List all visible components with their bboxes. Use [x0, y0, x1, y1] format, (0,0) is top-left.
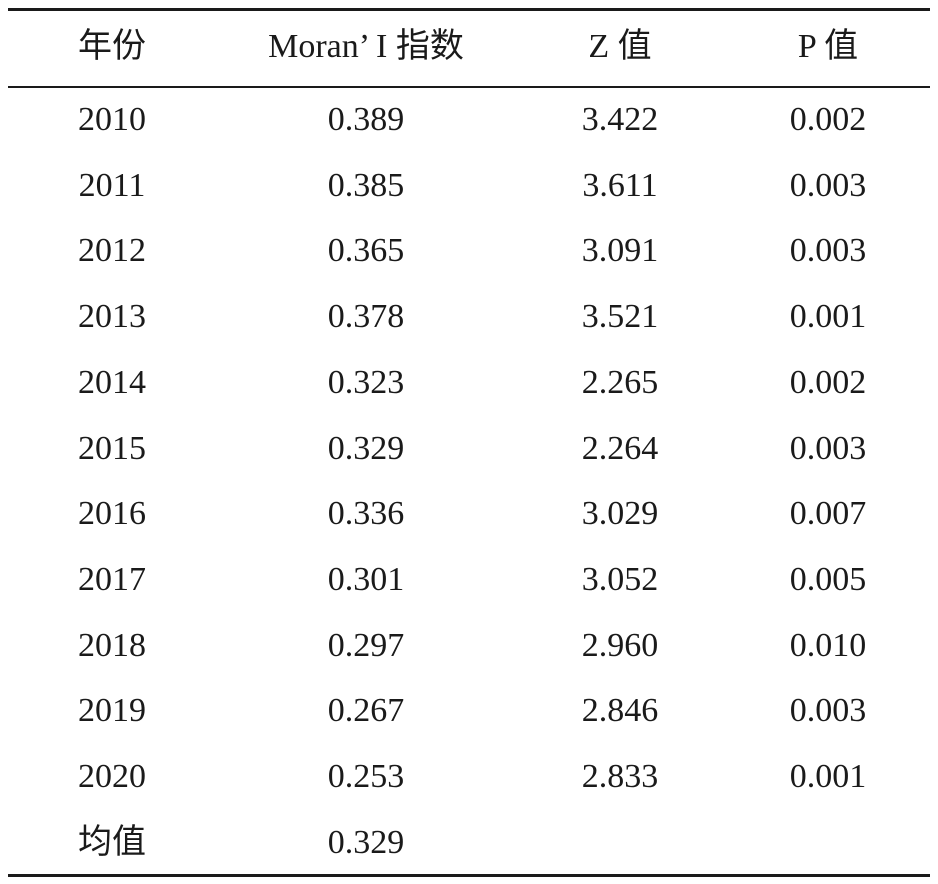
table-cell: 2010	[78, 101, 146, 138]
table-cell: 2013	[78, 298, 146, 336]
header-cell: Moran’ I 指数	[268, 28, 464, 65]
table-cell: 0.329	[327, 429, 405, 467]
table-cell: 0.002	[789, 101, 867, 138]
table-cell: 2.846	[581, 692, 659, 730]
table-cell: 2016	[78, 495, 146, 533]
table-cell: 0.007	[789, 495, 867, 533]
table-cell: 0.003	[789, 232, 867, 270]
table-cell: 2019	[78, 692, 146, 730]
table-cell: 3.091	[581, 232, 659, 270]
table-cell: 0.378	[327, 298, 405, 336]
table-cell: 0.301	[327, 560, 405, 598]
table-cell: 3.521	[581, 298, 659, 336]
table-cell: 0.329	[327, 823, 405, 861]
table-cell: 2017	[78, 560, 146, 598]
header-cell: 年份	[78, 28, 146, 65]
table-cell: 2011	[78, 166, 146, 204]
table-cell: 均值	[78, 823, 146, 861]
header-cell: P 值	[797, 28, 859, 65]
table-cell: 2.265	[581, 363, 659, 401]
table-cell: 3.052	[581, 560, 659, 598]
table-cell: 0.389	[327, 101, 405, 138]
table-cell: 2.960	[581, 626, 659, 664]
table-cell: 0.003	[789, 692, 867, 730]
bottom-rule	[8, 874, 930, 877]
table-cell: 0.297	[327, 626, 405, 664]
table-cell: 0.003	[789, 166, 867, 204]
table-cell: 0.010	[789, 626, 867, 664]
table-cell: 0.001	[789, 758, 867, 795]
table-cell: 2.833	[581, 758, 659, 795]
top-rule	[8, 8, 930, 11]
table-cell: 0.003	[789, 429, 867, 467]
header-rule	[8, 86, 930, 88]
table-cell: 0.323	[327, 363, 405, 401]
table-cell: 0.001	[789, 298, 867, 336]
table-cell: 3.029	[581, 495, 659, 533]
table-cell: 3.422	[581, 101, 659, 138]
table-cell: 2014	[78, 363, 146, 401]
header-cell: Z 值	[588, 28, 652, 65]
table-cell: 0.385	[327, 166, 405, 204]
table-cell: 2012	[78, 232, 146, 270]
table-cell: 2018	[78, 626, 146, 664]
table-cell: 2015	[78, 429, 146, 467]
table-cell: 2.264	[581, 429, 659, 467]
table-cell: 3.611	[582, 166, 658, 204]
table-cell: 0.253	[327, 758, 405, 795]
table-cell: 0.365	[327, 232, 405, 270]
table-cell: 0.002	[789, 363, 867, 401]
table-cell: 0.005	[789, 560, 867, 598]
table-cell: 2020	[78, 758, 146, 795]
table-cell: 0.336	[327, 495, 405, 533]
table-cell: 0.267	[327, 692, 405, 730]
